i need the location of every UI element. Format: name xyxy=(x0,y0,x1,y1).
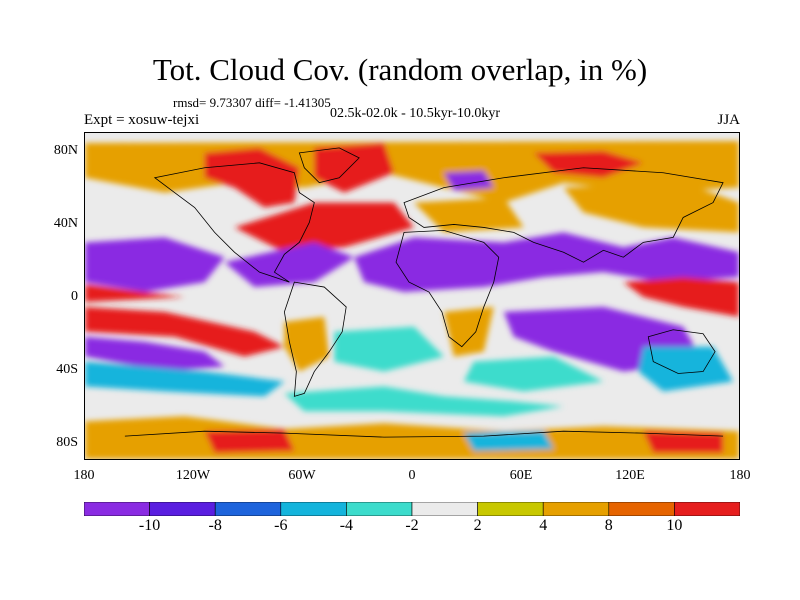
australia-cyan xyxy=(638,346,734,392)
coastline-africa xyxy=(395,230,500,348)
stats-text: rmsd= 9.73307 diff= -1.41305 xyxy=(173,95,331,110)
coastline-antarctica xyxy=(124,430,724,438)
africa-asia-purple xyxy=(354,232,739,293)
coastline-south-america xyxy=(283,281,347,397)
coastline-australia xyxy=(647,329,716,374)
coastline-north-america xyxy=(153,162,315,283)
colorbar-tick-label: -10 xyxy=(138,517,161,534)
colorbar-tick-label: -2 xyxy=(405,517,419,534)
pacific-east-purple xyxy=(85,237,225,293)
season-label: JJA xyxy=(717,112,740,128)
southern-africa-orange xyxy=(443,306,494,357)
lon-label: 0 xyxy=(408,468,416,483)
experiment-label: Expt = xosuw-tejxi xyxy=(84,112,200,128)
lat-label: 40N xyxy=(53,216,78,231)
south-america-orange xyxy=(284,316,330,372)
colorbar-swatch xyxy=(477,502,544,516)
coastline-greenland xyxy=(298,147,360,184)
lon-label: 60E xyxy=(509,468,533,483)
colorbar-swatch xyxy=(280,502,347,516)
colorbar-tick-label: 2 xyxy=(473,517,482,534)
siberia-red xyxy=(533,150,644,178)
lon-label: 180 xyxy=(73,468,95,483)
colorbar-tick-label: -4 xyxy=(339,517,354,534)
plot-title: Tot. Cloud Cov. (random overlap, in %) xyxy=(152,52,648,87)
atlantic-purple xyxy=(224,242,355,288)
antarctic-red-patch-2 xyxy=(643,431,724,454)
lon-label: 60W xyxy=(288,468,316,483)
colorbar-tick-label: 10 xyxy=(666,517,683,534)
lat-label: 40S xyxy=(56,362,78,377)
period-label: 02.5k-02.0k - 10.5kyr-10.0kyr xyxy=(329,106,501,121)
indian-cyan xyxy=(463,356,604,392)
cloud-cover-map xyxy=(84,132,740,460)
west-pacific-red xyxy=(623,277,739,317)
colorbar-swatch xyxy=(84,502,150,516)
colorbar-tick-label: -8 xyxy=(208,517,222,534)
colorbar-swatch xyxy=(149,502,216,516)
colorbar-swatch xyxy=(608,502,675,516)
south-pacific-cyan xyxy=(334,326,444,372)
pacific-cyan-band xyxy=(85,361,285,397)
lat-label: 80S xyxy=(56,435,78,450)
colorbar xyxy=(84,502,740,516)
colorbar-tick-label: -6 xyxy=(274,517,288,534)
lon-label: 120E xyxy=(615,468,645,483)
north-atlantic-red xyxy=(314,142,395,193)
colorbar-swatch xyxy=(411,502,478,516)
colorbar-swatch xyxy=(674,502,740,516)
lat-label: 80N xyxy=(53,143,78,158)
atlantic-red-band xyxy=(234,202,414,253)
colorbar-swatch xyxy=(542,502,610,516)
antarctic-blue-patch xyxy=(463,431,554,452)
lat-label: 0 xyxy=(71,289,78,304)
south-pacific-red-band xyxy=(85,306,285,357)
colorbar-tick-label: 8 xyxy=(604,517,613,534)
coastline-eurasia xyxy=(403,167,724,263)
southern-ocean-cyan xyxy=(284,386,564,417)
europe-orange xyxy=(413,197,524,233)
colorbar-swatch xyxy=(214,502,282,516)
asia-orange xyxy=(563,182,739,233)
lon-label: 120W xyxy=(175,468,211,483)
equatorial-red xyxy=(85,284,185,302)
antarctic-red-patch xyxy=(204,429,295,454)
lon-label: 180 xyxy=(729,468,751,483)
greenland-red xyxy=(204,147,300,208)
colorbar-swatch xyxy=(346,502,413,516)
colorbar-tick-label: 4 xyxy=(539,517,548,534)
south-pacific-purple xyxy=(85,336,225,372)
